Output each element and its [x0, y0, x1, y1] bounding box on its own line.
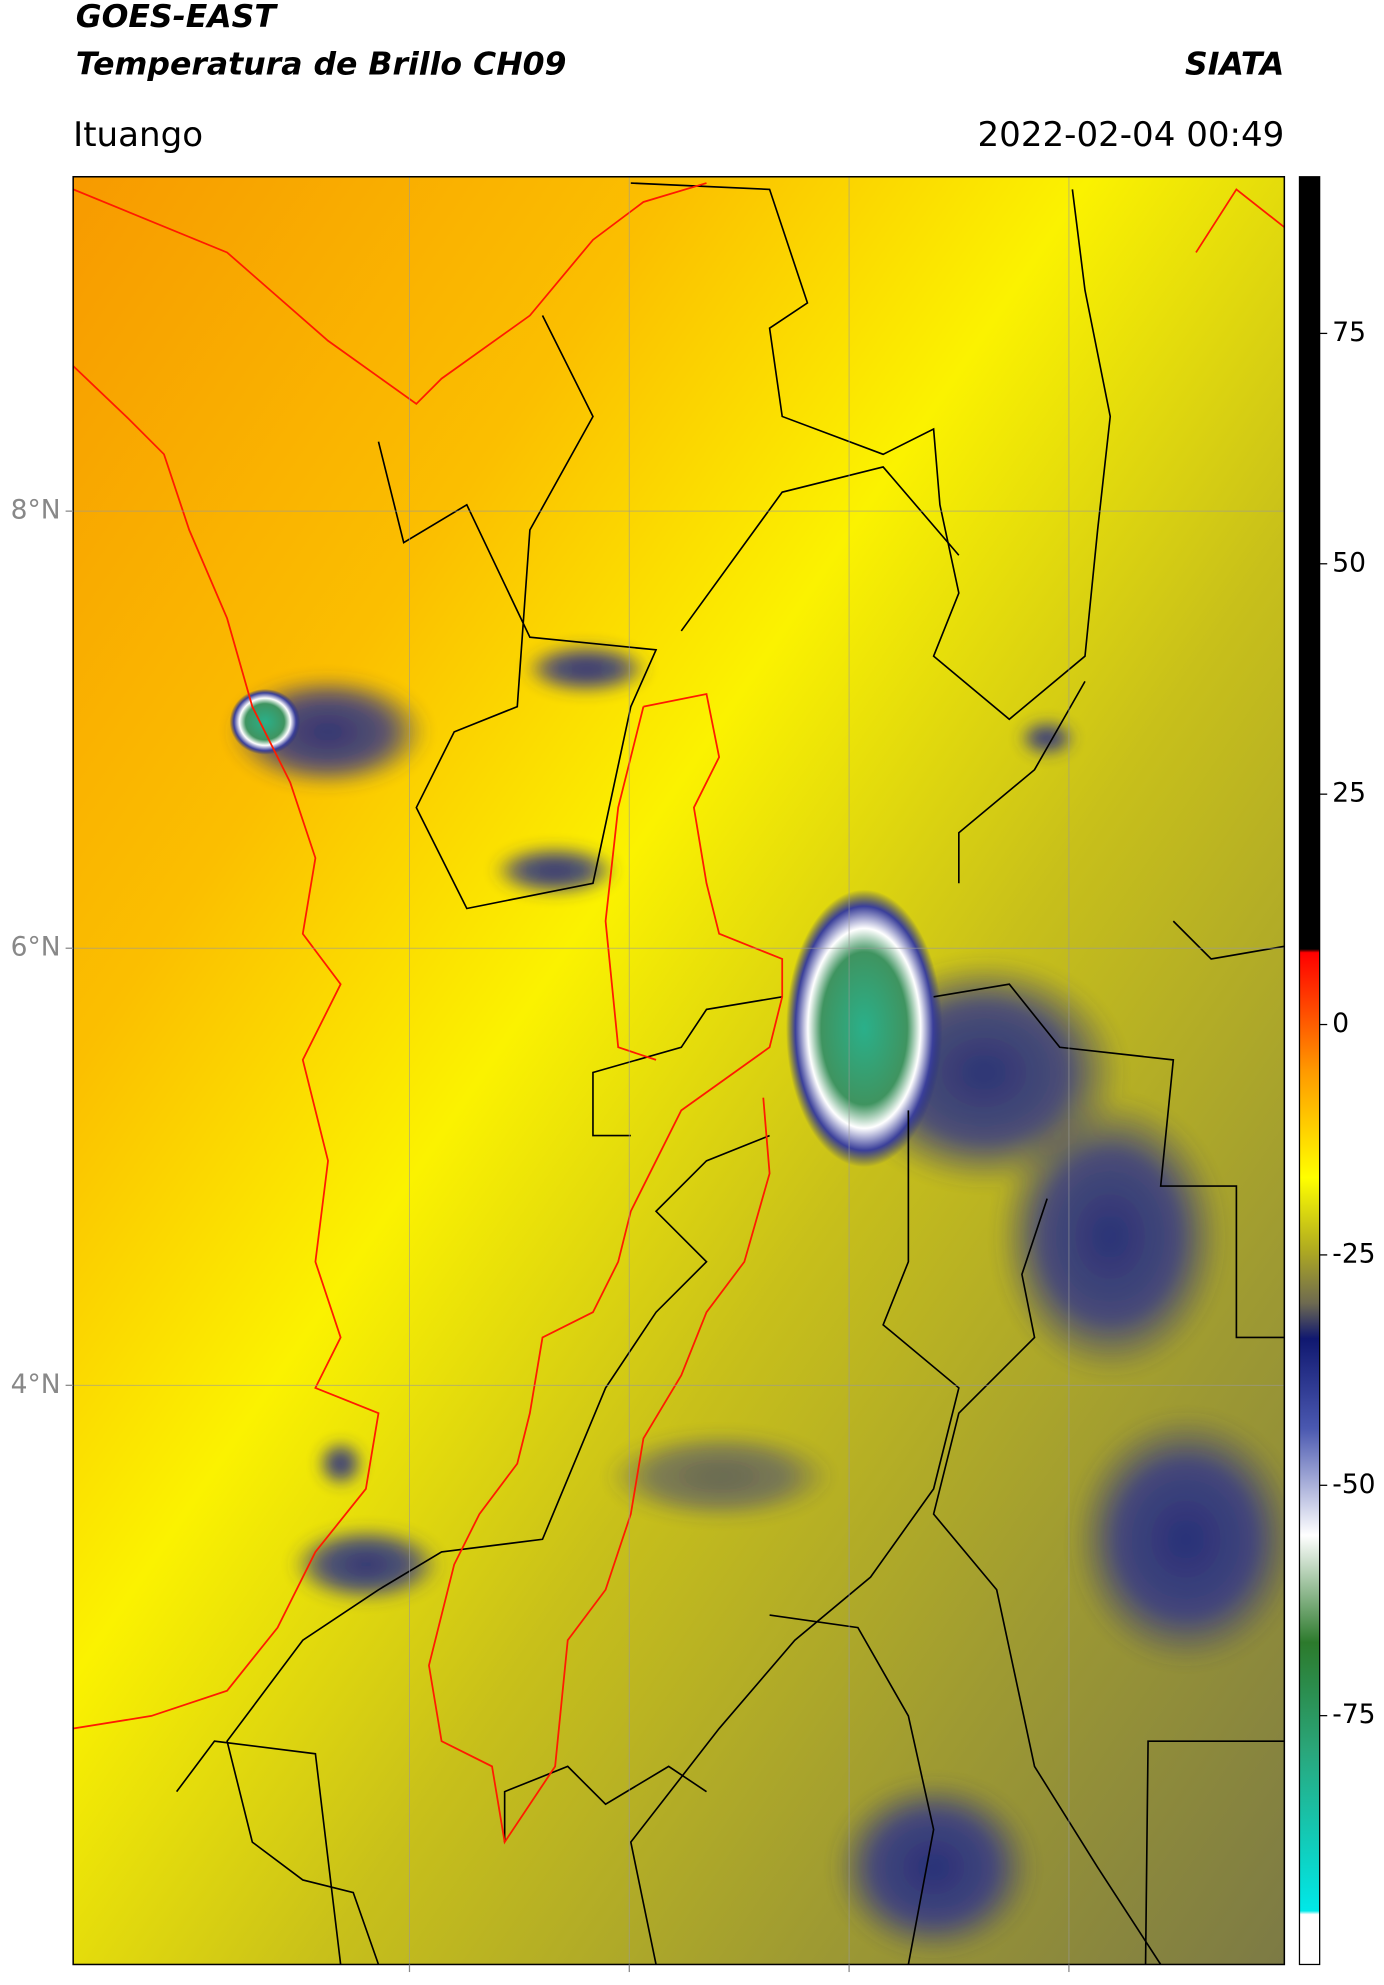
colorbar-label: -75 [1332, 1699, 1375, 1730]
colorbar-label: -50 [1332, 1469, 1375, 1500]
organization: SIATA [1185, 47, 1284, 83]
map-frame [72, 175, 1286, 1966]
subtitle: Temperatura de Brillo CH09 [76, 47, 567, 83]
colorbar-label: -25 [1332, 1238, 1375, 1269]
colorbar-ticks: 75 50 25 0 -25 -50 -75 [1319, 317, 1376, 1730]
satellite-image [73, 176, 1285, 1965]
colorbar-label: 50 [1332, 547, 1366, 578]
title: GOES-EAST [76, 0, 279, 35]
lat-label: 4°N [11, 1369, 61, 1400]
colorbar-label: 25 [1332, 778, 1366, 809]
lat-label: 8°N [11, 495, 61, 526]
colorbar-label: 75 [1332, 317, 1366, 348]
datetime: 2022-02-04 00:49 [978, 115, 1285, 155]
colorbar-label: 0 [1332, 1008, 1349, 1039]
graticule [73, 176, 1285, 1965]
lat-label: 6°N [11, 932, 61, 963]
location: Ituango [73, 115, 203, 155]
colorbar [1298, 176, 1321, 1966]
